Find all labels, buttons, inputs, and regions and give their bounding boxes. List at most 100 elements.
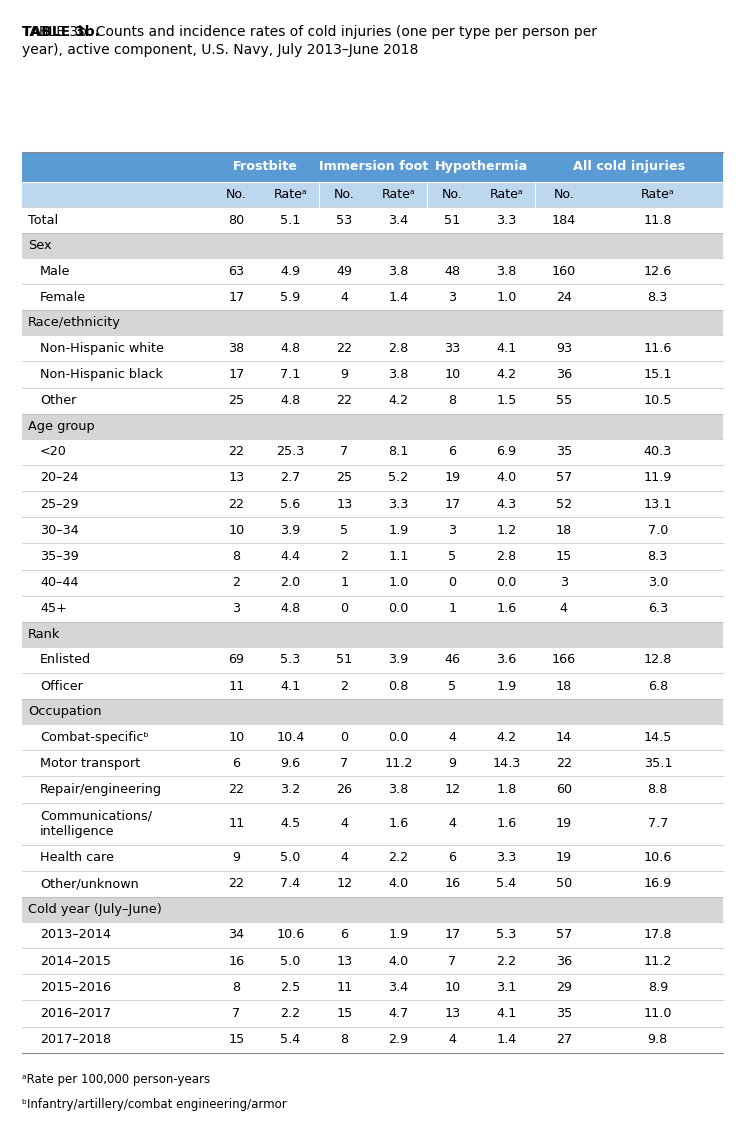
Text: 35: 35 (556, 445, 572, 458)
Text: 22: 22 (337, 341, 352, 355)
Text: 93: 93 (556, 341, 572, 355)
Bar (22, 922, 723, 948)
Text: Other: Other (40, 394, 77, 407)
Bar (22, 438, 723, 464)
Text: No.: No. (334, 188, 355, 201)
Text: 4: 4 (340, 817, 349, 831)
Text: 10.4: 10.4 (276, 731, 305, 744)
Text: 5.4: 5.4 (496, 877, 516, 890)
Text: 46: 46 (445, 653, 460, 667)
Text: 3.0: 3.0 (647, 576, 668, 589)
Text: 8: 8 (448, 394, 457, 407)
Text: 69: 69 (229, 653, 244, 667)
Text: Repair/engineering: Repair/engineering (40, 783, 162, 796)
Text: 50: 50 (556, 877, 572, 890)
Text: 16: 16 (444, 877, 460, 890)
Text: Race/ethnicity: Race/ethnicity (28, 316, 121, 329)
Text: 2.2: 2.2 (496, 955, 516, 967)
Text: Age group: Age group (28, 419, 95, 433)
Bar (22, 362, 723, 388)
Text: 4: 4 (448, 1033, 457, 1046)
Text: 11.9: 11.9 (644, 471, 672, 485)
Text: 3.3: 3.3 (496, 214, 516, 227)
Text: 3.8: 3.8 (496, 264, 516, 278)
Text: 5.2: 5.2 (388, 471, 408, 485)
Text: <20: <20 (40, 445, 67, 458)
Text: 3.8: 3.8 (388, 783, 408, 796)
Text: 48: 48 (444, 264, 460, 278)
Bar (22, 802, 723, 844)
Bar (22, 153, 723, 182)
Text: 25: 25 (229, 394, 244, 407)
Text: 55: 55 (556, 394, 572, 407)
Text: 2.0: 2.0 (280, 576, 301, 589)
Text: 22: 22 (556, 757, 572, 770)
Bar (22, 750, 723, 776)
Text: 0: 0 (340, 731, 349, 744)
Text: 22: 22 (229, 877, 244, 890)
Text: 5: 5 (448, 550, 457, 563)
Text: 4.8: 4.8 (280, 602, 301, 616)
Text: 9: 9 (448, 757, 457, 770)
Text: 18: 18 (556, 679, 572, 693)
Bar (22, 544, 723, 570)
Text: 2013–2014: 2013–2014 (40, 929, 111, 941)
Text: 11: 11 (229, 817, 244, 831)
Text: 4.9: 4.9 (280, 264, 300, 278)
Text: 8: 8 (340, 1033, 349, 1046)
Text: 5: 5 (340, 524, 349, 537)
Text: TABLE 3b. Counts and incidence rates of cold injuries (one per type per person p: TABLE 3b. Counts and incidence rates of … (22, 25, 597, 58)
Text: 2.7: 2.7 (280, 471, 301, 485)
Text: 1.8: 1.8 (496, 783, 516, 796)
Text: 63: 63 (229, 264, 244, 278)
Text: 5.6: 5.6 (280, 497, 301, 511)
Text: 4: 4 (448, 731, 457, 744)
Text: 8.8: 8.8 (647, 783, 668, 796)
Text: Rateᵃ: Rateᵃ (641, 188, 675, 201)
Text: ᵃRate per 100,000 person-years: ᵃRate per 100,000 person-years (22, 1072, 210, 1086)
Text: Combat-specificᵇ: Combat-specificᵇ (40, 731, 149, 744)
Text: 17: 17 (229, 290, 244, 304)
Text: 7.0: 7.0 (647, 524, 668, 537)
Bar (22, 518, 723, 544)
Text: 14: 14 (556, 731, 572, 744)
Text: 13: 13 (336, 497, 352, 511)
Text: 3.9: 3.9 (388, 653, 408, 667)
Text: 22: 22 (229, 783, 244, 796)
Text: 3: 3 (448, 524, 457, 537)
Text: 30–34: 30–34 (40, 524, 79, 537)
Text: 12: 12 (337, 877, 352, 890)
Text: 40.3: 40.3 (644, 445, 672, 458)
Bar (22, 673, 723, 699)
Text: 40–44: 40–44 (40, 576, 78, 589)
Text: 3.6: 3.6 (496, 653, 516, 667)
Bar (22, 388, 723, 414)
Text: Male: Male (40, 264, 70, 278)
Text: 1.6: 1.6 (388, 817, 408, 831)
Bar (22, 233, 723, 258)
Bar (22, 414, 723, 438)
Text: 3.4: 3.4 (388, 981, 408, 993)
Text: Other/unknown: Other/unknown (40, 877, 139, 890)
Text: 3.9: 3.9 (280, 524, 301, 537)
Bar (22, 311, 723, 336)
Text: 36: 36 (556, 368, 572, 381)
Text: 3.3: 3.3 (496, 851, 516, 864)
Text: 2.2: 2.2 (280, 1007, 300, 1020)
Bar (22, 844, 723, 871)
Text: 4.2: 4.2 (388, 394, 408, 407)
Text: 11.6: 11.6 (644, 341, 672, 355)
Text: 29: 29 (556, 981, 572, 993)
Text: 2014–2015: 2014–2015 (40, 955, 111, 967)
Text: ᵇInfantry/artillery/combat engineering/armor: ᵇInfantry/artillery/combat engineering/a… (22, 1097, 287, 1111)
Text: 1: 1 (340, 576, 349, 589)
Text: 4: 4 (560, 602, 568, 616)
Text: 2015–2016: 2015–2016 (40, 981, 111, 993)
Text: 166: 166 (552, 653, 576, 667)
Bar (22, 948, 723, 974)
Text: 22: 22 (337, 394, 352, 407)
Text: 19: 19 (444, 471, 460, 485)
Text: 38: 38 (229, 341, 244, 355)
Text: 4.8: 4.8 (280, 341, 301, 355)
Text: 4: 4 (340, 290, 349, 304)
